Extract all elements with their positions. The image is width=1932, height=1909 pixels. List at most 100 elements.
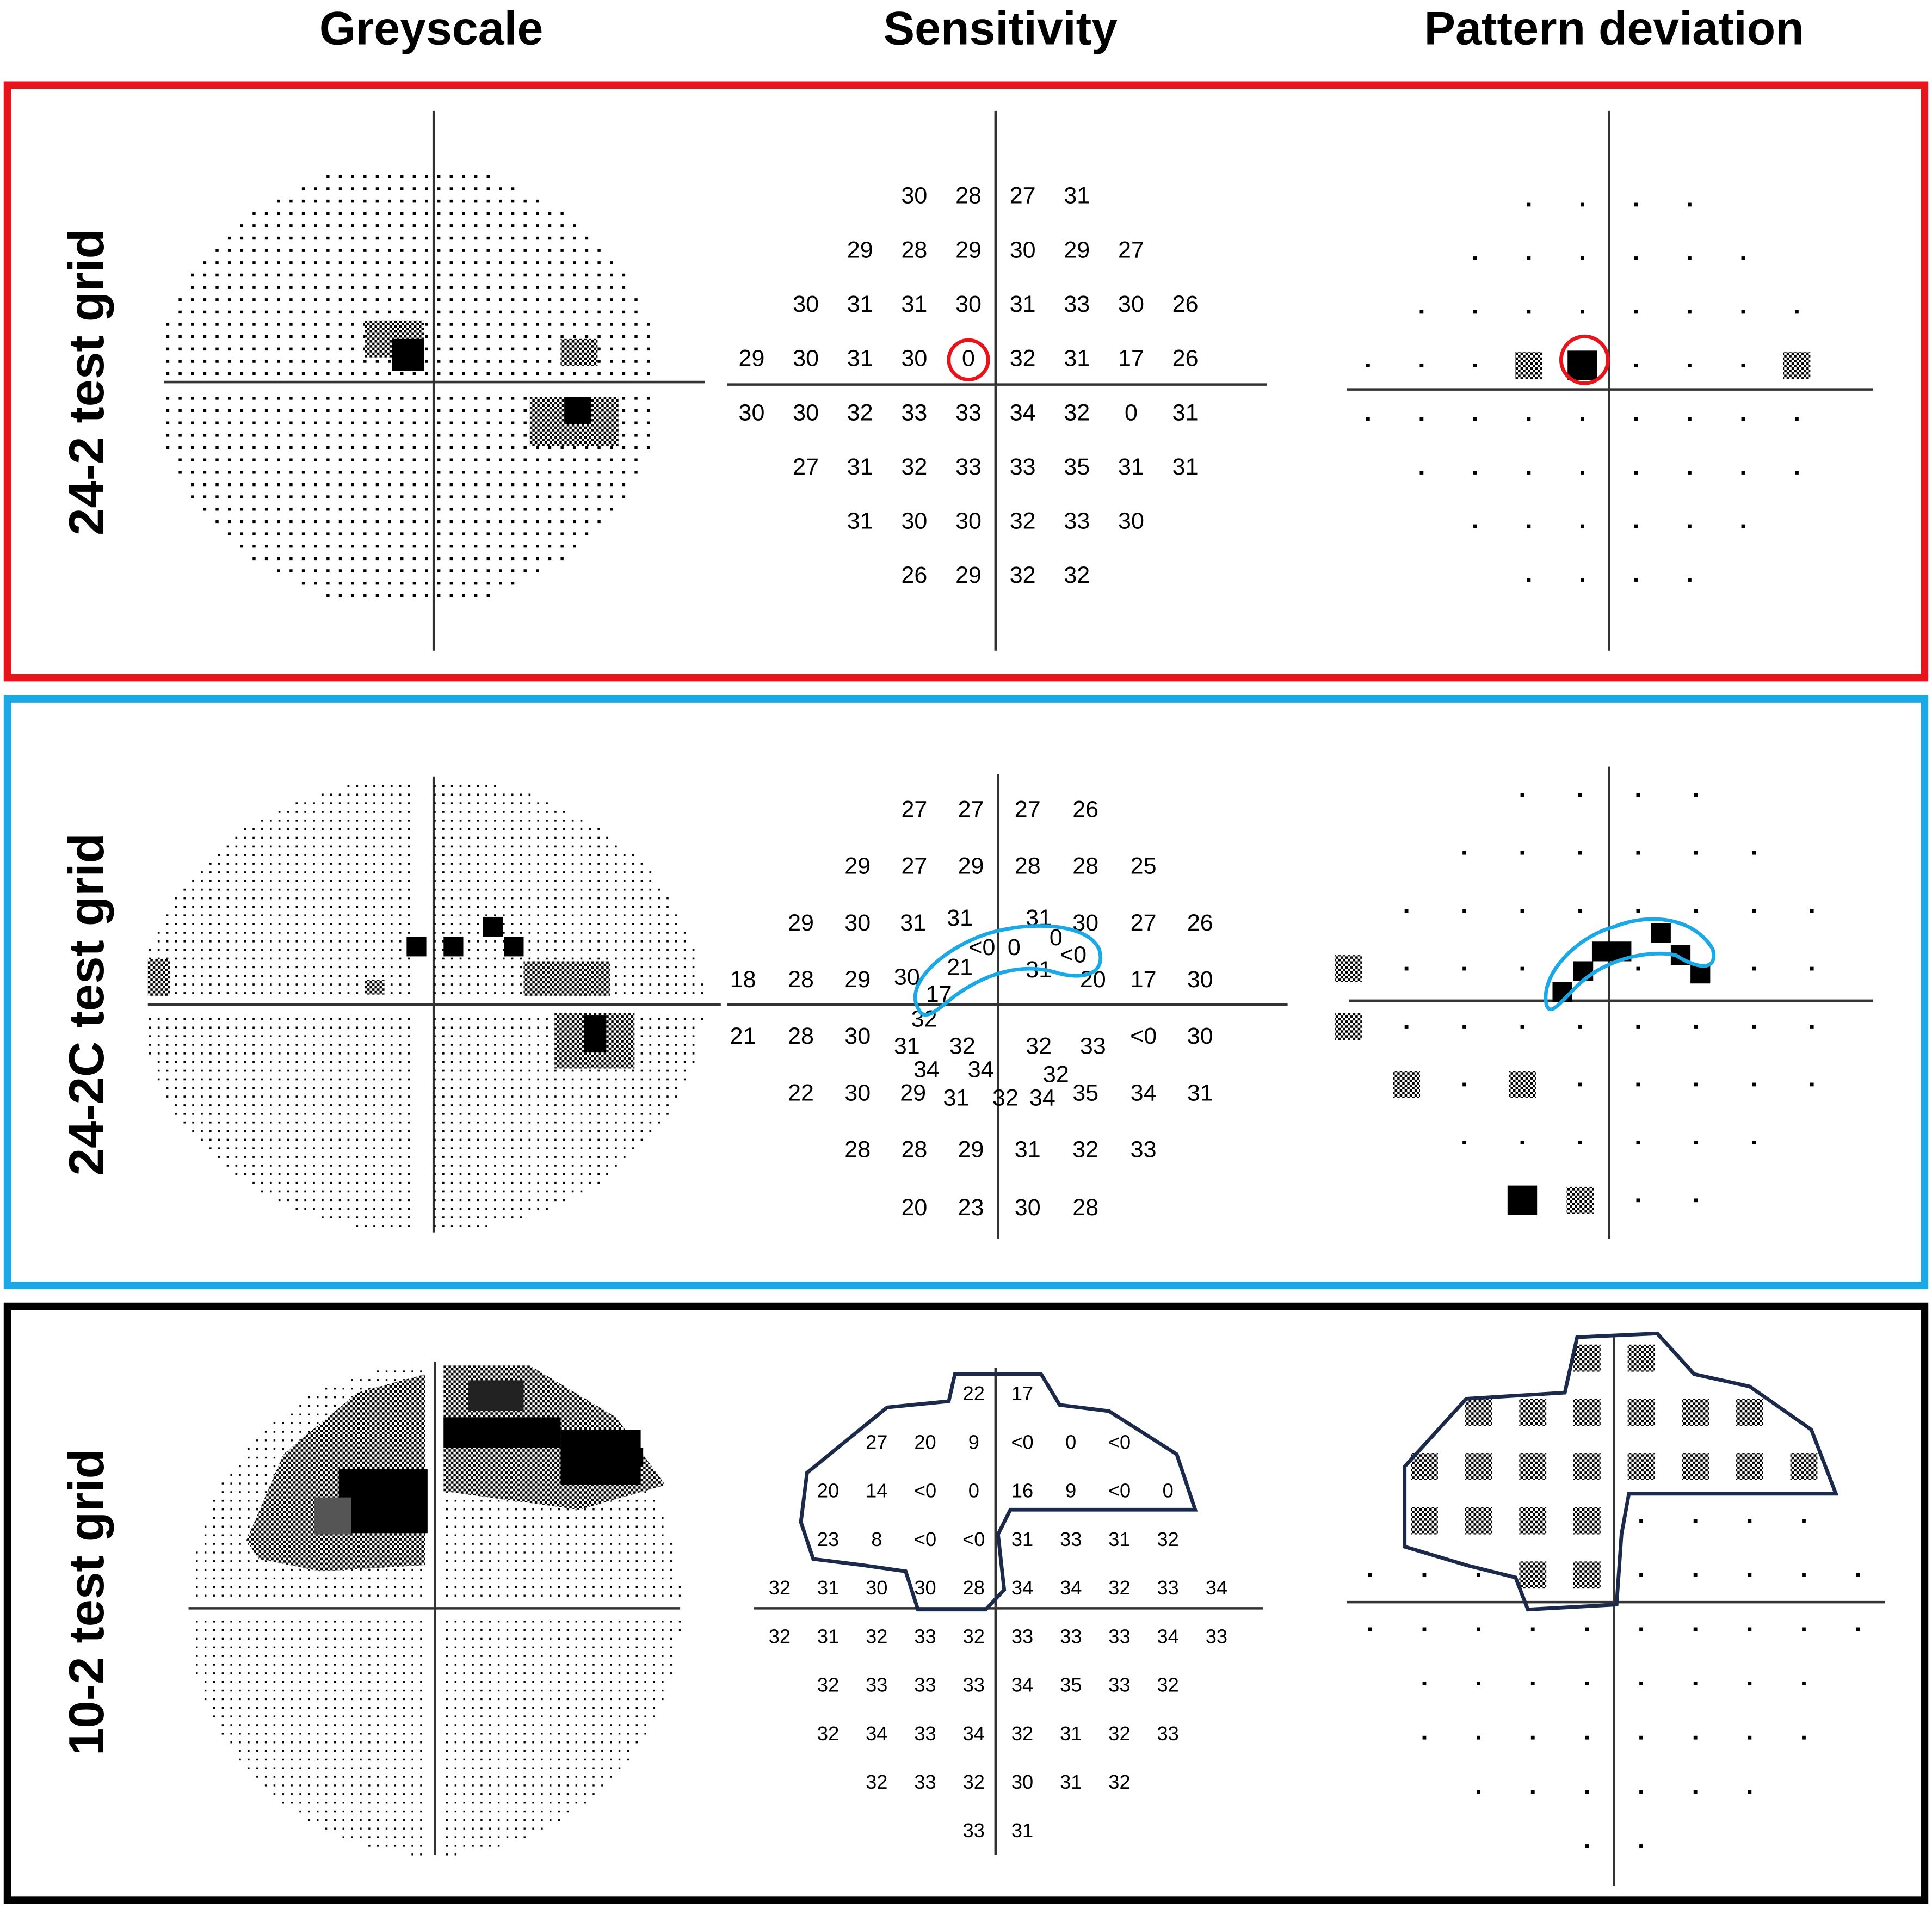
- pd-symbol: [1636, 1198, 1640, 1203]
- greyscale-block: [443, 937, 464, 957]
- sensitivity-value: 31: [1010, 291, 1036, 317]
- column-header: Greyscale: [319, 3, 543, 55]
- sensitivity-value: 34: [1010, 399, 1036, 426]
- pd-symbol: [1639, 1682, 1643, 1685]
- sensitivity-value: 33: [1064, 291, 1090, 317]
- sensitivity-value: 0: [1163, 1480, 1174, 1502]
- sensitivity-value: 32: [1064, 399, 1090, 426]
- pd-symbol: [1802, 1682, 1806, 1685]
- pd-symbol: [1527, 578, 1531, 582]
- pd-symbol: [1530, 1682, 1535, 1685]
- pd-symbol: [1473, 256, 1477, 260]
- pd-symbol: [1810, 1025, 1814, 1029]
- pd-symbol: [1651, 923, 1671, 943]
- pd-symbol: [1795, 417, 1799, 421]
- sensitivity-value: 30: [844, 1023, 871, 1049]
- pd-symbol: [1752, 1140, 1756, 1144]
- pd-symbol: [1585, 1735, 1589, 1740]
- sensitivity-value: 0: [962, 346, 975, 372]
- pd-symbol: [1368, 1627, 1372, 1631]
- pd-symbol: [1567, 350, 1597, 380]
- sensitivity-value: 30: [901, 508, 927, 534]
- pd-symbol: [1741, 471, 1745, 475]
- sensitivity-value: 33: [866, 1674, 887, 1696]
- pd-symbol: [1741, 256, 1745, 260]
- pd-symbol: [1795, 471, 1799, 475]
- sensitivity-value: 26: [1172, 346, 1199, 372]
- pd-symbol: [1810, 966, 1814, 971]
- sensitivity-value: 33: [914, 1722, 936, 1745]
- sensitivity-value: 34: [1206, 1577, 1227, 1599]
- pd-symbol: [1581, 202, 1584, 207]
- sensitivity-value: 31: [847, 291, 873, 317]
- sensitivity-value: 33: [955, 399, 982, 426]
- sensitivity-value: 30: [793, 291, 819, 317]
- sensitivity-value: 30: [1011, 1771, 1033, 1793]
- sensitivity-value: 33: [1060, 1625, 1082, 1647]
- sensitivity-value: 28: [901, 1137, 927, 1163]
- pd-symbol: [1748, 1627, 1752, 1631]
- sensitivity-value: 29: [958, 1137, 984, 1163]
- sensitivity-value: 35: [1060, 1674, 1082, 1696]
- panel-frame: [3, 81, 1929, 682]
- pd-symbol: [1462, 966, 1466, 971]
- sensitivity-value: 33: [1080, 1033, 1106, 1059]
- sensitivity-value: 34: [913, 1056, 940, 1082]
- sensitivity-value: 31: [847, 454, 873, 480]
- sensitivity-value: 21: [730, 1023, 756, 1049]
- pd-symbol: [1578, 851, 1582, 855]
- pd-symbol: [1527, 310, 1531, 314]
- greyscale-block: [443, 1417, 561, 1448]
- pd-symbol: [1741, 524, 1745, 528]
- sensitivity-value: 31: [1060, 1722, 1082, 1745]
- pd-symbol: [1465, 1399, 1492, 1426]
- pd-symbol: [1693, 1735, 1698, 1740]
- pd-symbol: [1519, 1561, 1547, 1589]
- sensitivity-value: <0: [914, 1528, 936, 1550]
- greyscale-block: [468, 1380, 524, 1412]
- pd-symbol: [1810, 1082, 1814, 1087]
- sensitivity-value: 28: [1072, 853, 1098, 879]
- pd-symbol: [1748, 1735, 1752, 1740]
- sensitivity-value: 31: [1172, 454, 1199, 480]
- pd-symbol: [1473, 471, 1477, 475]
- pd-symbol: [1639, 1573, 1643, 1577]
- pd-symbol: [1473, 310, 1477, 314]
- sensitivity-value: 22: [788, 1080, 814, 1106]
- pd-symbol: [1752, 1025, 1756, 1029]
- pd-symbol: [1639, 1735, 1643, 1740]
- pd-symbol: [1627, 1344, 1655, 1372]
- pd-symbol: [1419, 310, 1424, 314]
- column-header: Pattern deviation: [1424, 3, 1804, 55]
- pd-symbol: [1752, 851, 1756, 855]
- sensitivity-value: 30: [955, 291, 982, 317]
- pd-symbol: [1411, 1507, 1438, 1535]
- sensitivity-value: 18: [730, 966, 756, 993]
- sensitivity-value: 28: [963, 1577, 985, 1599]
- pd-symbol: [1419, 417, 1424, 421]
- sensitivity-value: 32: [963, 1625, 985, 1647]
- sensitivity-value: <0: [962, 1528, 985, 1550]
- pd-symbol: [1573, 1344, 1601, 1372]
- sensitivity-value: 28: [788, 1023, 814, 1049]
- pd-symbol: [1585, 1682, 1589, 1685]
- sensitivity-value: 31: [894, 1033, 920, 1059]
- pd-symbol: [1578, 1140, 1582, 1144]
- sensitivity-value: 27: [1010, 183, 1036, 209]
- pd-symbol: [1422, 1573, 1427, 1577]
- pd-symbol: [1627, 1453, 1655, 1480]
- pd-symbol: [1639, 1790, 1643, 1794]
- pd-symbol: [1520, 1140, 1524, 1144]
- sensitivity-value: 33: [963, 1674, 985, 1696]
- greyscale-block: [504, 937, 524, 957]
- pd-symbol: [1634, 524, 1638, 528]
- pd-symbol: [1636, 966, 1640, 971]
- sensitivity-value: 31: [901, 291, 927, 317]
- pd-symbol: [1802, 1573, 1806, 1577]
- pd-symbol: [1404, 909, 1409, 913]
- sensitivity-value: 31: [900, 910, 926, 936]
- sensitivity-value: 20: [817, 1480, 839, 1502]
- sensitivity-value: 0: [1008, 934, 1021, 960]
- pd-symbol: [1694, 909, 1698, 913]
